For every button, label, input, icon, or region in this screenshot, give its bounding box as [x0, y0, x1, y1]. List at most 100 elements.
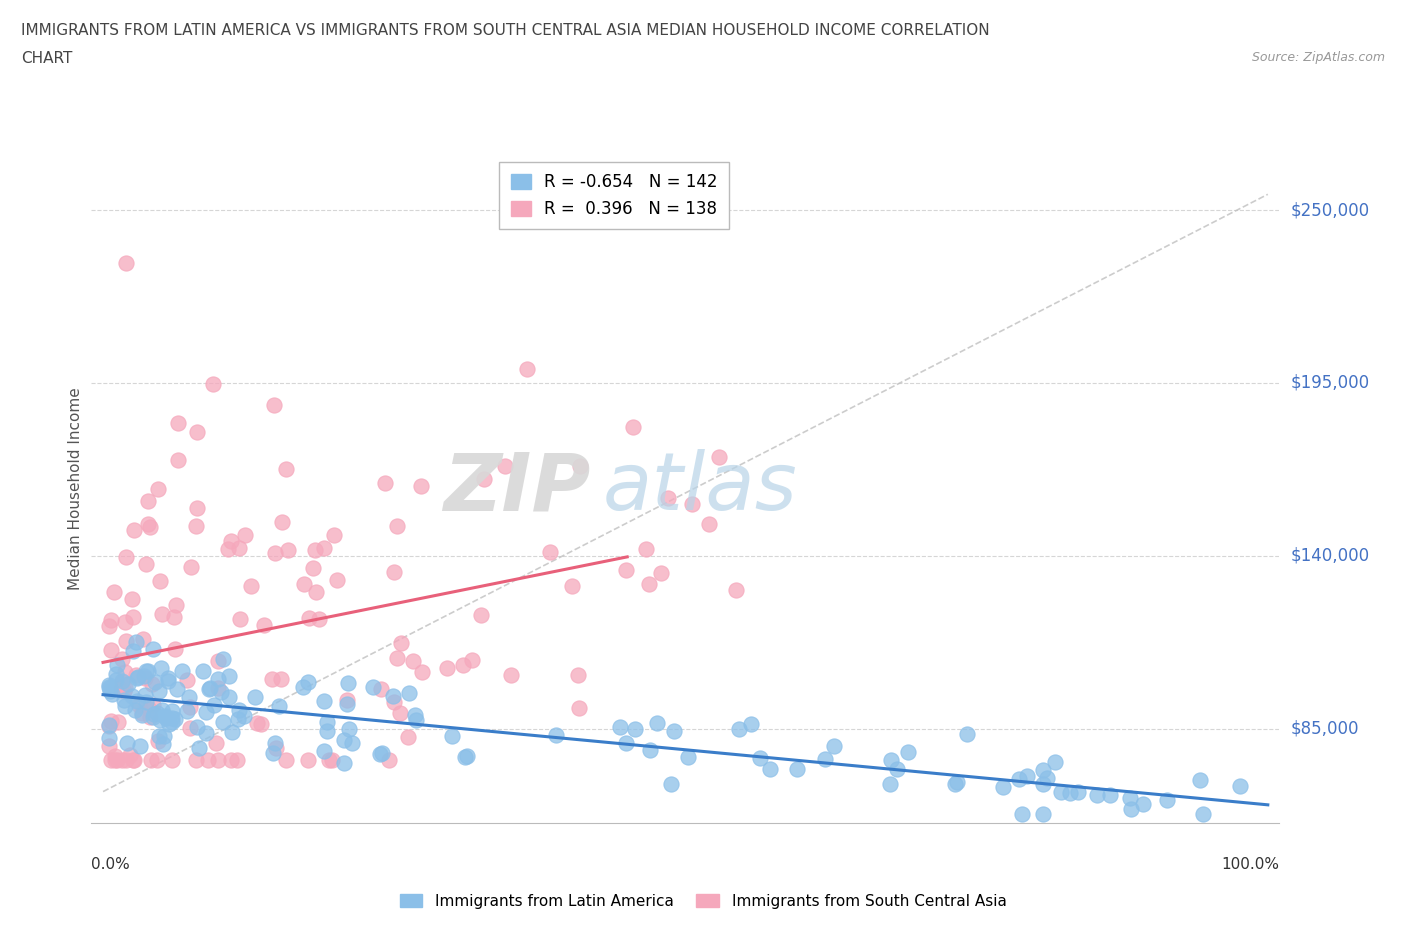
Text: $250,000: $250,000: [1291, 201, 1369, 219]
Point: [264, 741, 287, 756]
Point: [105, 672, 128, 687]
Point: [184, 752, 207, 767]
Point: [197, 752, 219, 767]
Point: [219, 752, 242, 767]
Text: Source: ZipAtlas.com: Source: ZipAtlas.com: [1251, 51, 1385, 64]
Point: [387, 650, 409, 665]
Point: [609, 719, 631, 734]
Point: [260, 671, 283, 686]
Point: [148, 482, 170, 497]
Point: [991, 779, 1014, 794]
Point: [186, 424, 208, 439]
Point: [614, 736, 637, 751]
Point: [104, 752, 127, 767]
Point: [136, 664, 159, 679]
Point: [112, 693, 135, 708]
Point: [142, 709, 165, 724]
Point: [121, 591, 143, 606]
Point: [122, 752, 145, 767]
Point: [1119, 790, 1142, 805]
Point: [150, 702, 173, 717]
Point: [138, 520, 160, 535]
Point: [249, 717, 271, 732]
Point: [138, 702, 160, 717]
Point: [382, 565, 405, 580]
Point: [97, 679, 120, 694]
Point: [186, 500, 208, 515]
Point: [139, 710, 162, 724]
Point: [209, 685, 232, 700]
Point: [561, 578, 583, 593]
Point: [139, 752, 162, 767]
Point: [1156, 792, 1178, 807]
Point: [454, 750, 477, 764]
Point: [1132, 796, 1154, 811]
Point: [321, 752, 343, 767]
Point: [218, 689, 240, 704]
Point: [114, 699, 136, 714]
Point: [117, 735, 139, 750]
Point: [1011, 806, 1033, 821]
Point: [165, 598, 187, 613]
Point: [167, 453, 190, 468]
Point: [382, 688, 405, 703]
Point: [136, 516, 159, 531]
Point: [253, 618, 276, 633]
Point: [823, 738, 845, 753]
Point: [111, 652, 134, 667]
Point: [135, 695, 157, 710]
Point: [363, 680, 385, 695]
Point: [98, 677, 121, 692]
Point: [202, 377, 225, 392]
Point: [105, 667, 128, 682]
Point: [411, 665, 433, 680]
Point: [101, 686, 124, 701]
Point: [662, 724, 685, 738]
Point: [152, 728, 174, 743]
Point: [207, 680, 229, 695]
Point: [401, 654, 423, 669]
Point: [1189, 773, 1212, 788]
Point: [195, 725, 218, 740]
Point: [709, 449, 731, 464]
Point: [263, 736, 285, 751]
Point: [207, 752, 229, 767]
Point: [228, 612, 250, 627]
Y-axis label: Median Household Income: Median Household Income: [67, 387, 83, 590]
Point: [179, 721, 201, 736]
Text: ZIP: ZIP: [443, 449, 591, 527]
Point: [516, 362, 538, 377]
Point: [143, 706, 166, 721]
Point: [956, 726, 979, 741]
Point: [297, 752, 319, 767]
Text: $195,000: $195,000: [1291, 374, 1369, 392]
Point: [1085, 788, 1108, 803]
Point: [1121, 801, 1143, 816]
Point: [114, 615, 136, 630]
Point: [225, 752, 247, 767]
Point: [187, 741, 209, 756]
Point: [943, 777, 966, 791]
Point: [98, 681, 121, 696]
Text: atlas: atlas: [602, 449, 797, 527]
Point: [110, 682, 132, 697]
Point: [148, 728, 170, 743]
Point: [623, 420, 645, 435]
Point: [436, 661, 458, 676]
Point: [149, 712, 172, 727]
Point: [312, 743, 335, 758]
Point: [156, 671, 179, 685]
Point: [453, 658, 475, 672]
Point: [270, 514, 292, 529]
Point: [411, 479, 433, 494]
Point: [180, 560, 202, 575]
Point: [114, 664, 136, 679]
Point: [318, 752, 340, 767]
Point: [368, 747, 391, 762]
Point: [336, 692, 359, 707]
Point: [205, 736, 228, 751]
Point: [645, 715, 668, 730]
Point: [152, 737, 174, 751]
Point: [217, 542, 239, 557]
Point: [127, 671, 149, 685]
